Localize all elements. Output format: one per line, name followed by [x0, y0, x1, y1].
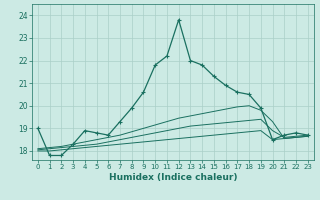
X-axis label: Humidex (Indice chaleur): Humidex (Indice chaleur) — [108, 173, 237, 182]
